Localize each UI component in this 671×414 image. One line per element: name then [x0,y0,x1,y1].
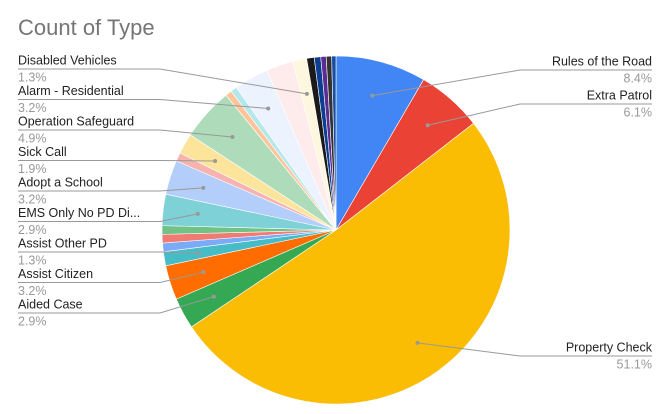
leader-dot [266,106,271,111]
leader-line [18,271,204,283]
chart-title: Count of Type [18,15,155,40]
slice-label: Adopt a School [18,175,103,189]
slice-value-label: 8.4% [624,71,653,85]
slice-label: Disabled Vehicles [18,53,117,67]
pie-slice [191,122,511,405]
leader-dot [425,123,430,128]
slice-value-label: 3.2% [18,101,47,115]
leader-line [18,213,198,222]
slice-value-label: 1.3% [18,253,47,267]
slice-label: Aided Case [18,297,83,311]
slice-label: Alarm - Residential [18,84,124,98]
leader-dot [213,159,218,164]
leader-line [427,103,652,126]
slice-label: Sick Call [18,145,67,159]
leader-line [417,342,652,357]
slice-label: Property Check [566,340,653,354]
leader-dot [196,251,201,256]
slice-value-label: 6.1% [624,105,653,119]
slice-value-label: 2.9% [18,223,47,237]
leader-line [18,187,204,192]
leader-line [18,296,214,314]
leader-dot [415,340,420,345]
slice-value-label: 2.9% [18,314,47,328]
pie-slice [331,55,337,231]
slice-label: Operation Safeguard [18,114,134,128]
slice-value-label: 51.1% [617,357,652,371]
leader-dot [304,91,309,96]
leader-line [18,68,307,95]
leader-dot [195,211,200,216]
leader-dot [201,185,206,190]
slice-value-label: 3.2% [18,284,47,298]
slice-value-label: 1.3% [18,70,47,84]
leader-dot [230,134,235,139]
pie-slice [335,55,425,232]
slice-value-label: 1.9% [18,162,47,176]
slice-label: Assist Citizen [18,267,93,281]
leader-line [372,69,652,97]
slice-label: Assist Other PD [18,236,107,250]
leader-line [18,160,216,162]
leader-line [18,251,199,254]
leader-dot [211,294,216,299]
slice-label: Extra Patrol [587,88,652,102]
slice-label: Rules of the Road [552,54,652,68]
slice-label: EMS Only No PD Di... [18,206,140,220]
leader-line [18,129,233,138]
slice-value-label: 3.2% [18,192,47,206]
leader-dot [370,93,375,98]
slice-value-label: 4.9% [18,131,47,145]
leader-dot [201,270,206,275]
leader-line [18,99,269,109]
